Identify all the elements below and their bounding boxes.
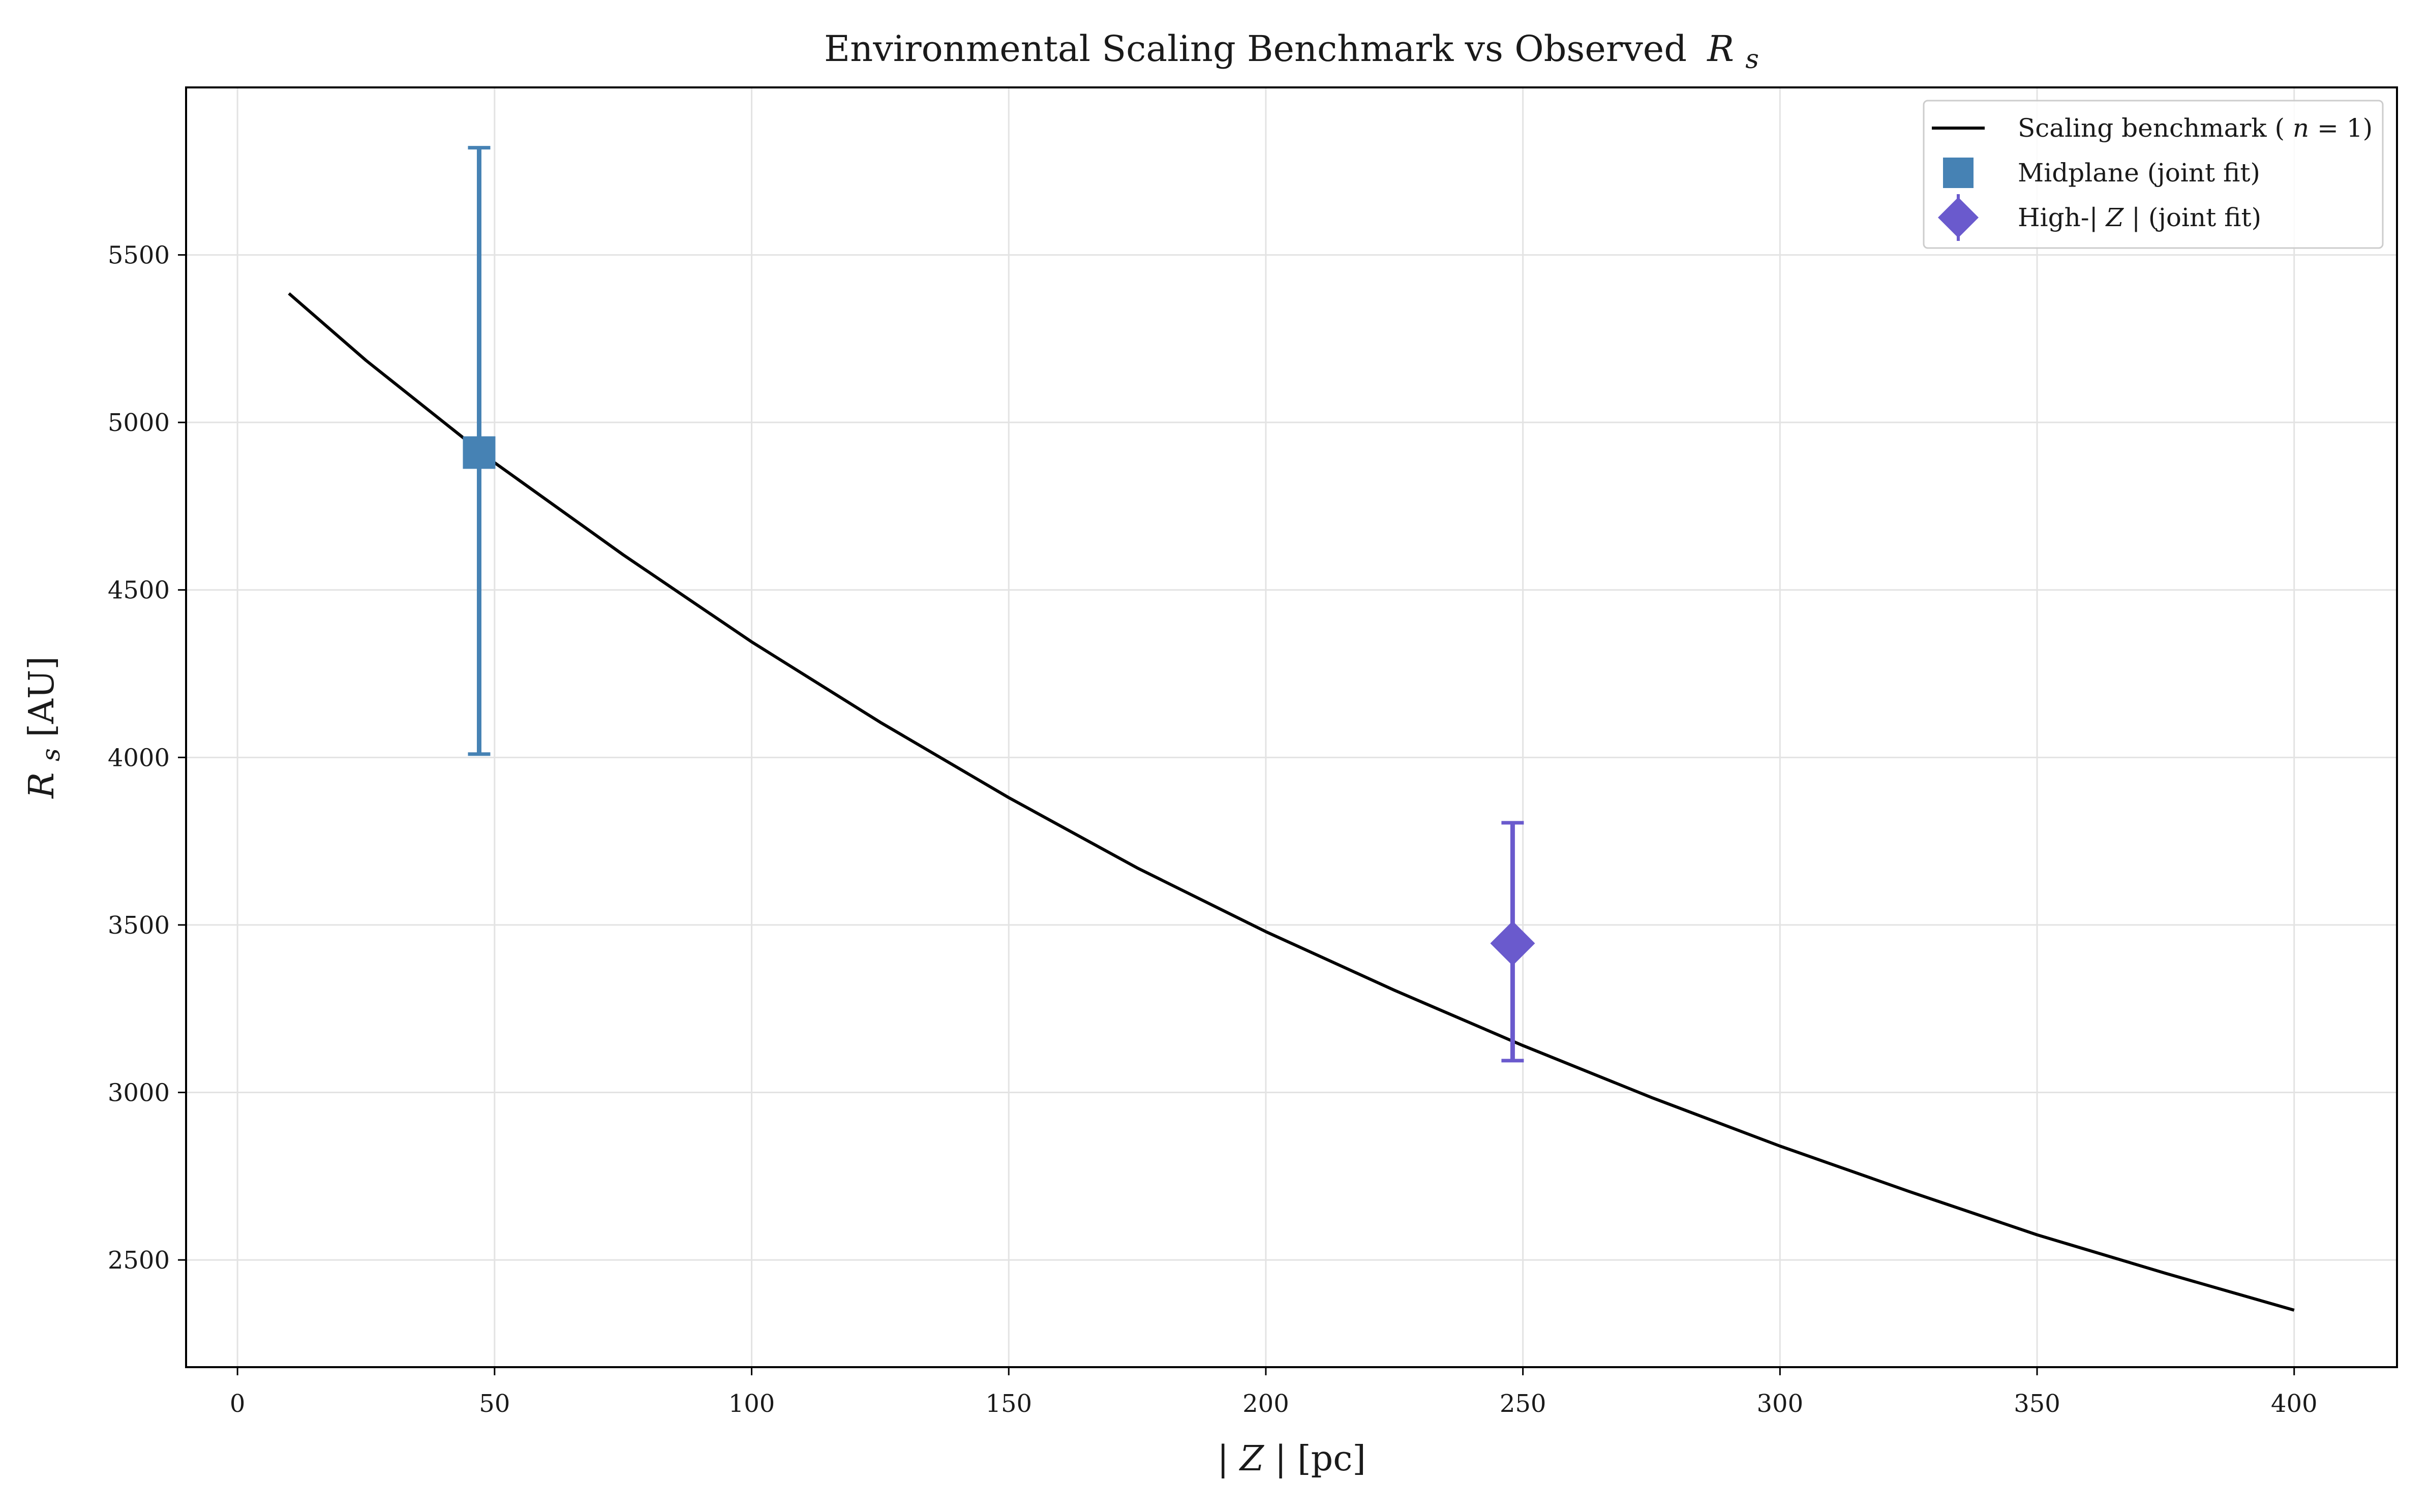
x-axis-label-prefix: | [1217, 1439, 1229, 1479]
series-benchmark-line [288, 292, 2295, 1312]
chart-title-text: Environmental Scaling Benchmark vs Obser… [824, 28, 1687, 70]
legend: Scaling benchmark ( n = 1) Midplane (joi… [1923, 100, 2384, 249]
chart-title-symbol: R [1706, 28, 1734, 70]
x-tick-label: 350 [2014, 1390, 2060, 1418]
x-tick-label: 200 [1242, 1390, 1289, 1418]
legend-label-benchmark-name: Scaling benchmark [2018, 113, 2267, 143]
legend-label-high-z-symbol: Z [2105, 203, 2124, 232]
series-high-z-point [1490, 921, 1535, 966]
plot-series [288, 146, 2295, 1312]
legend-swatch-midplane [1943, 158, 1974, 188]
grid [186, 87, 2397, 1367]
legend-label-high-z-prefix: High-| [2018, 203, 2098, 232]
y-tick-label: 2500 [108, 1246, 170, 1275]
y-tick-label: 3500 [108, 911, 170, 940]
legend-box [1923, 100, 2384, 249]
x-tick-label: 250 [1500, 1390, 1546, 1418]
x-axis-label-suffix: | [pc] [1275, 1439, 1366, 1479]
legend-label-high-z: High-| Z | (joint fit) [2018, 203, 2261, 232]
x-axis-label-symbol: Z [1239, 1439, 1265, 1479]
y-tick-label: 4000 [108, 744, 170, 772]
legend-label-high-z-suffix: | (joint fit) [2132, 203, 2261, 232]
y-axis-label-symbol: R [22, 773, 62, 799]
y-axis-label-sub: s [36, 748, 66, 761]
chart-title-symbol-sub: s [1745, 44, 1759, 75]
legend-label-benchmark: Scaling benchmark ( n = 1) [2018, 113, 2373, 143]
x-tick-label: 0 [230, 1390, 246, 1418]
x-tick-label: 400 [2271, 1390, 2318, 1418]
plot-frame [185, 86, 2398, 1368]
x-tick-label: 150 [985, 1390, 1032, 1418]
legend-label-benchmark-close: = 1) [2317, 113, 2373, 143]
x-tick-label: 50 [479, 1390, 510, 1418]
x-tick-label: 300 [1757, 1390, 1804, 1418]
y-axis-label-suffix: [AU] [22, 656, 62, 737]
y-axis-label: R s [AU] [22, 656, 68, 799]
y-tick-label: 5500 [108, 241, 170, 270]
legend-swatch-high-z [1938, 194, 1979, 241]
x-tick-label: 100 [729, 1390, 775, 1418]
axis-ticks: 0 50 100 150 200 250 300 350 400 2500 3000 3500 4000… [108, 241, 2318, 1418]
chart-title: Environmental Scaling Benchmark vs Obser… [824, 28, 1759, 75]
series-midplane-point [463, 436, 496, 469]
x-axis-label: | Z | [pc] [1217, 1439, 1366, 1479]
legend-label-benchmark-open: ( [2274, 113, 2285, 143]
legend-swatch-high-z-diamond [1938, 197, 1979, 238]
legend-label-benchmark-symbol: n [2293, 113, 2309, 143]
legend-label-midplane: Midplane (joint fit) [2018, 158, 2260, 188]
y-tick-label: 4500 [108, 576, 170, 605]
y-tick-label: 3000 [108, 1078, 170, 1107]
y-tick-label: 5000 [108, 409, 170, 437]
